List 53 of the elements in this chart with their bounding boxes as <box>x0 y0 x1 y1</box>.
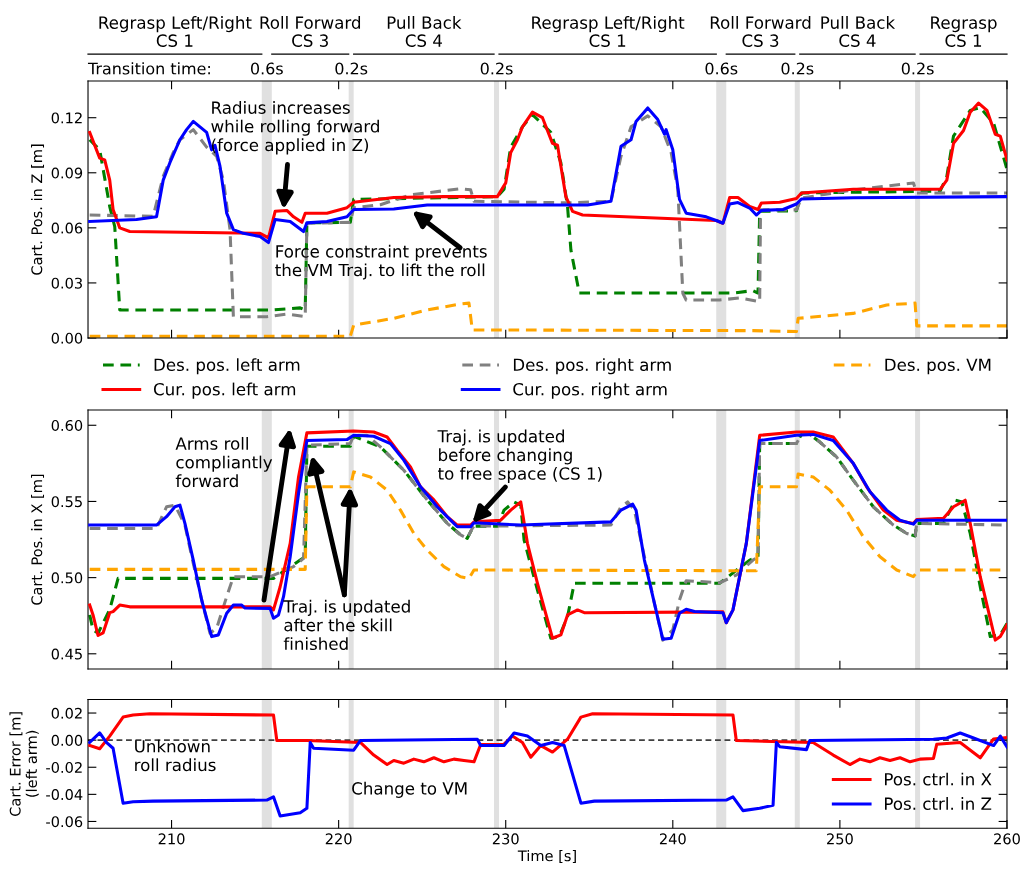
annotation: Radius increases while rolling forward (force applied in Z) <box>211 101 379 155</box>
annotation: Unknown roll radius <box>135 739 216 772</box>
y-tick-label: 0.03 <box>51 277 82 289</box>
y-tick-label: 0.12 <box>51 112 82 124</box>
y-tick-label: -0.02 <box>46 761 82 773</box>
text: Roll Forward CS 3 <box>260 16 361 47</box>
text: Regrasp CS 1 <box>931 16 997 47</box>
legend-label: Des. pos. right arm <box>513 358 671 375</box>
y-tick-label: -0.06 <box>46 816 83 828</box>
annotation: Traj. is updated after the skill finished <box>283 599 410 651</box>
x-tick-label: 210 <box>158 833 185 845</box>
y-tick-label: 0.09 <box>51 167 83 179</box>
text: Regrasp Left/Right CS 1 <box>532 16 685 47</box>
y-axis-title: Cart. Pos. in X [m] <box>31 474 45 605</box>
y-tick-label: 0.02 <box>51 707 82 719</box>
legend-label: Cur. pos. right arm <box>513 382 667 399</box>
band-label: 0.2s <box>901 62 934 75</box>
y-tick-label: 0.00 <box>51 332 83 344</box>
x-tick-label: 240 <box>659 833 686 845</box>
y-axis-title: Cart. Pos. in Z [m] <box>31 144 45 275</box>
band-label: 0.6s <box>705 62 738 75</box>
text: Roll Forward CS 3 <box>710 16 811 47</box>
band-label: 0.2s <box>335 62 368 75</box>
annotation: Change to VM <box>352 781 467 798</box>
annotation: Force constraint prevents the VM Traj. to lift the roll <box>275 244 487 280</box>
text: Transition time: <box>87 62 210 75</box>
y-tick-label: 0.60 <box>51 419 83 432</box>
x-tick-label: 250 <box>827 833 853 845</box>
legend-label: Des. pos. VM <box>885 358 991 375</box>
x-tick-label: 220 <box>325 833 352 845</box>
y-tick-label: 0.55 <box>51 496 82 508</box>
x-axis-title: Time [s] <box>517 849 576 863</box>
band-label: 0.2s <box>781 62 814 75</box>
band-label: 0.6s <box>250 62 283 75</box>
legend-label: Pos. ctrl. in X <box>885 772 992 786</box>
text: Regrasp Left/Right CS 1 <box>99 16 252 47</box>
y-tick-label: 0.06 <box>51 222 83 234</box>
legend-label: Des. pos. left arm <box>154 358 300 375</box>
legend-label: Pos. ctrl. in Z <box>885 797 992 811</box>
legend-label: Cur. pos. left arm <box>153 382 296 399</box>
annotation: Traj. is updated before changing to free space (CS 1) <box>437 429 602 484</box>
y-tick-label: 0.50 <box>51 572 83 584</box>
line-series <box>88 731 1007 818</box>
text: Pull Back CS 4 <box>821 16 896 47</box>
y-tick-label: 0.45 <box>51 648 82 660</box>
text: Pull Back CS 4 <box>387 16 462 47</box>
x-tick-label: 260 <box>994 833 1020 845</box>
annotation: Arms roll compliantly forward <box>175 436 273 488</box>
y-tick-label: 0.00 <box>51 734 83 746</box>
y-tick-label: -0.04 <box>46 789 83 801</box>
band-label: 0.2s <box>480 62 513 75</box>
y-axis-title: Cart. Error [m] (left arm) <box>9 712 39 816</box>
x-tick-label: 230 <box>492 833 519 845</box>
